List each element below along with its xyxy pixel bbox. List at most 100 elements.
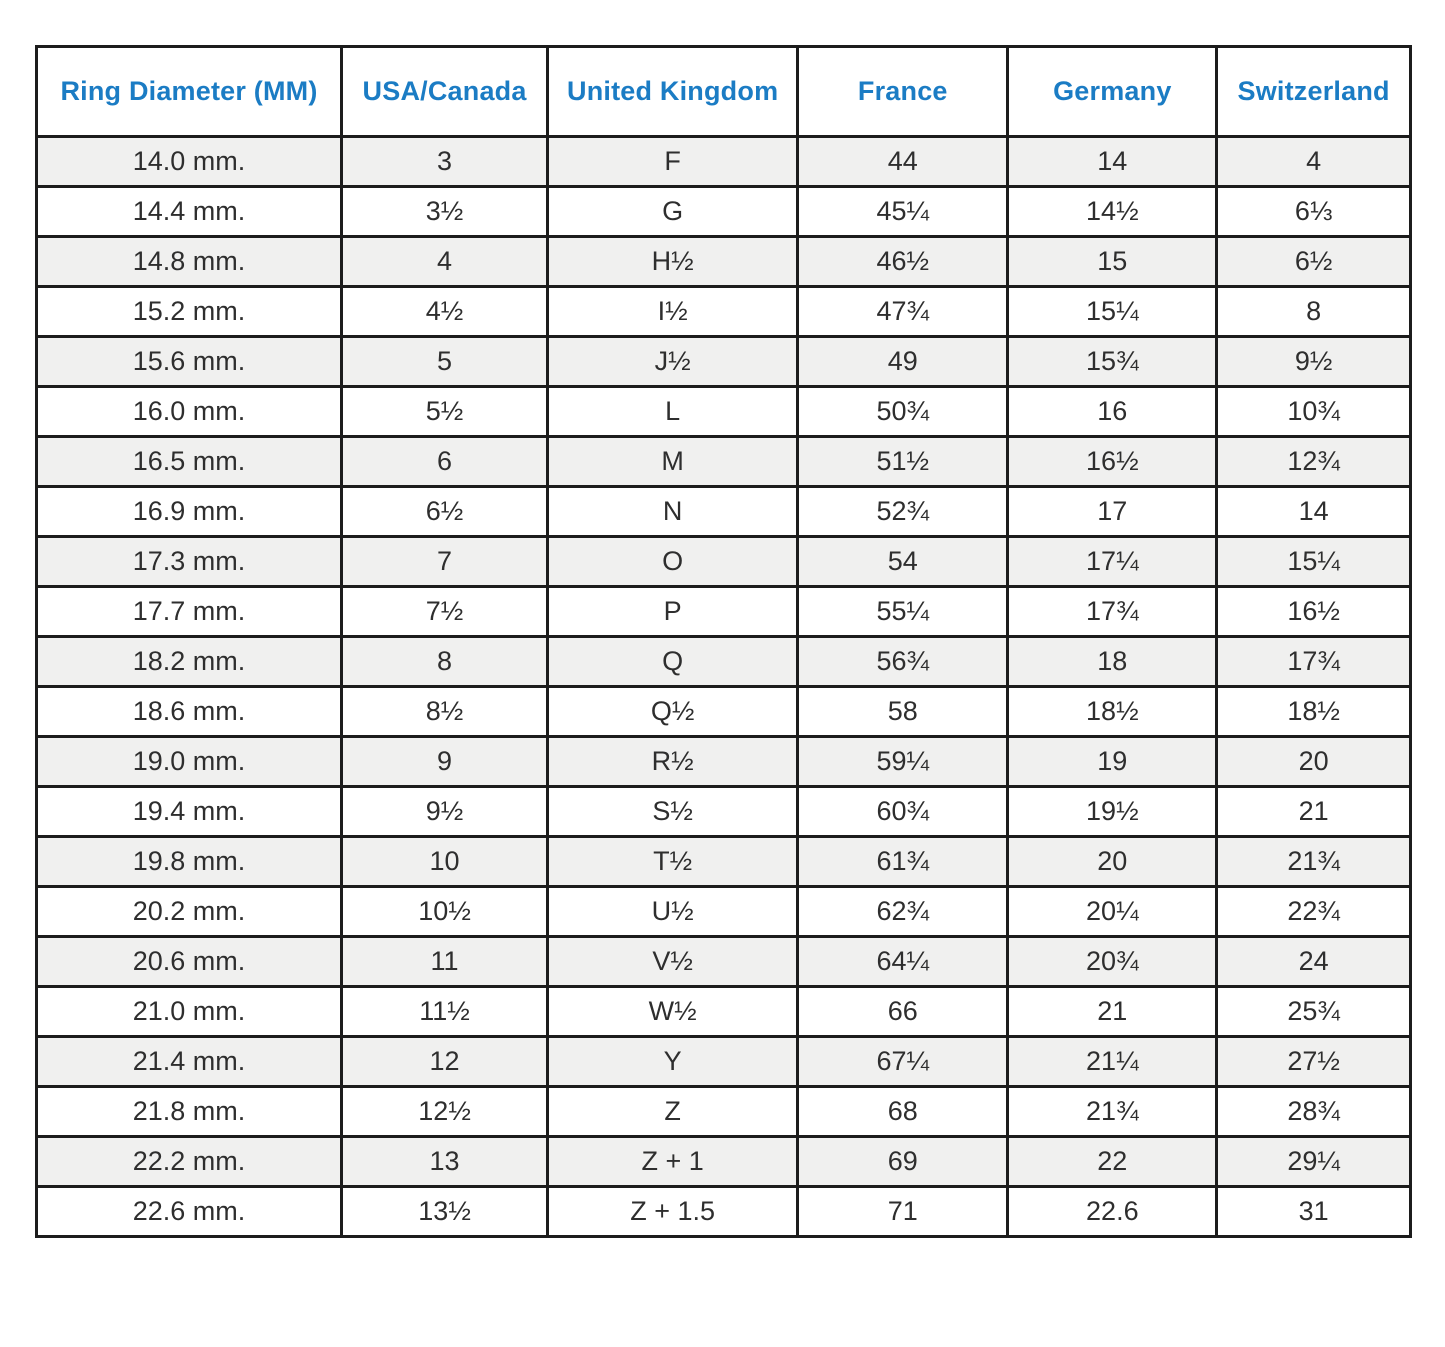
table-cell: 4½ <box>340 285 550 338</box>
table-row: 17.7 mm. 7½ P 55¼ 17¾ 16½ <box>34 585 1412 638</box>
table-cell: 14 <box>1006 135 1219 188</box>
table-cell: 8 <box>1215 285 1412 338</box>
column-header-germany: Germany <box>1006 45 1219 138</box>
table-cell: 18½ <box>1215 685 1412 738</box>
table-row: 19.4 mm. 9½ S½ 60¾ 19½ 21 <box>34 785 1412 838</box>
table-cell: 13 <box>340 1135 550 1188</box>
ring-size-conversion-table: Ring Diameter (MM) USA/Canada United Kin… <box>34 45 1412 1238</box>
table-cell: 52¾ <box>796 485 1010 538</box>
table-cell: 6 <box>340 435 550 488</box>
table-cell: 16 <box>1006 385 1219 438</box>
table-cell: T½ <box>546 835 800 888</box>
table-cell: 50¾ <box>796 385 1010 438</box>
table-cell: 12 <box>340 1035 550 1088</box>
table-cell: 44 <box>796 135 1010 188</box>
table-cell: 16.5 mm. <box>34 435 344 488</box>
table-cell: 62¾ <box>796 885 1010 938</box>
table-cell: V½ <box>546 935 800 988</box>
table-cell: Z + 1 <box>546 1135 800 1188</box>
table-cell: 6½ <box>1215 235 1412 288</box>
table-cell: Q <box>546 635 800 688</box>
table-cell: 11 <box>340 935 550 988</box>
table-cell: 15.6 mm. <box>34 335 344 388</box>
table-cell: 25¾ <box>1215 985 1412 1038</box>
table-cell: 18½ <box>1006 685 1219 738</box>
table-cell: 14 <box>1215 485 1412 538</box>
table-cell: 21.8 mm. <box>34 1085 344 1138</box>
table-cell: N <box>546 485 800 538</box>
table-row: 14.4 mm. 3½ G 45¼ 14½ 6⅓ <box>34 185 1412 238</box>
table-cell: 15 <box>1006 235 1219 288</box>
table-cell: 14.8 mm. <box>34 235 344 288</box>
table-cell: 11½ <box>340 985 550 1038</box>
table-cell: 14.0 mm. <box>34 135 344 188</box>
table-cell: 22.6 mm. <box>34 1185 344 1238</box>
table-cell: 20¼ <box>1006 885 1219 938</box>
table-cell: 45¼ <box>796 185 1010 238</box>
table-cell: 19.8 mm. <box>34 835 344 888</box>
table-cell: 18 <box>1006 635 1219 688</box>
table-cell: 49 <box>796 335 1010 388</box>
table-cell: 10¾ <box>1215 385 1412 438</box>
table-cell: 19.4 mm. <box>34 785 344 838</box>
table-cell: 15¼ <box>1215 535 1412 588</box>
table-cell: 20 <box>1215 735 1412 788</box>
table-row: 22.6 mm. 13½ Z + 1.5 71 22.6 31 <box>34 1185 1412 1238</box>
table-cell: 21¾ <box>1006 1085 1219 1138</box>
table-row: 18.2 mm. 8 Q 56¾ 18 17¾ <box>34 635 1412 688</box>
table-cell: 71 <box>796 1185 1010 1238</box>
table-cell: L <box>546 385 800 438</box>
table-cell: 17 <box>1006 485 1219 538</box>
table-row: 21.8 mm. 12½ Z 68 21¾ 28¾ <box>34 1085 1412 1138</box>
table-cell: 67¼ <box>796 1035 1010 1088</box>
table-cell: Z <box>546 1085 800 1138</box>
table-cell: 12¾ <box>1215 435 1412 488</box>
table-cell: 16.9 mm. <box>34 485 344 538</box>
table-body: 14.0 mm. 3 F 44 14 4 14.4 mm. 3½ G 45¼ 14½ 6⅓ 14.8 m… <box>34 135 1412 1238</box>
table-cell: 8 <box>340 635 550 688</box>
table-cell: 22.2 mm. <box>34 1135 344 1188</box>
table-cell: 17¾ <box>1006 585 1219 638</box>
column-header-united-kingdom: United Kingdom <box>546 45 800 138</box>
table-cell: 20 <box>1006 835 1219 888</box>
table-row: 16.0 mm. 5½ L 50¾ 16 10¾ <box>34 385 1412 438</box>
table-cell: 9 <box>340 735 550 788</box>
table-cell: 29¼ <box>1215 1135 1412 1188</box>
table-cell: 19.0 mm. <box>34 735 344 788</box>
table-cell: 15.2 mm. <box>34 285 344 338</box>
table-cell: 21 <box>1215 785 1412 838</box>
table-cell: S½ <box>546 785 800 838</box>
table-cell: 14½ <box>1006 185 1219 238</box>
table-cell: 19½ <box>1006 785 1219 838</box>
table-cell: U½ <box>546 885 800 938</box>
table-cell: 3½ <box>340 185 550 238</box>
table-cell: 22¾ <box>1215 885 1412 938</box>
table-cell: 56¾ <box>796 635 1010 688</box>
table-header-row: Ring Diameter (MM) USA/Canada United Kin… <box>34 45 1412 138</box>
table-cell: 20¾ <box>1006 935 1219 988</box>
column-header-usa-canada: USA/Canada <box>340 45 550 138</box>
table-cell: 3 <box>340 135 550 188</box>
table-cell: 5 <box>340 335 550 388</box>
table-cell: 54 <box>796 535 1010 588</box>
table-row: 15.6 mm. 5 J½ 49 15¾ 9½ <box>34 335 1412 388</box>
table-cell: 7 <box>340 535 550 588</box>
table-cell: 16½ <box>1006 435 1219 488</box>
column-header-switzerland: Switzerland <box>1215 45 1412 138</box>
table-cell: J½ <box>546 335 800 388</box>
table-cell: 22 <box>1006 1135 1219 1188</box>
table-cell: 68 <box>796 1085 1010 1138</box>
table-cell: 19 <box>1006 735 1219 788</box>
table-cell: 4 <box>1215 135 1412 188</box>
table-cell: 6½ <box>340 485 550 538</box>
table-cell: 7½ <box>340 585 550 638</box>
table-cell: 17¾ <box>1215 635 1412 688</box>
table-cell: 9½ <box>340 785 550 838</box>
table-cell: 64¼ <box>796 935 1010 988</box>
table-cell: 16½ <box>1215 585 1412 638</box>
table-row: 21.0 mm. 11½ W½ 66 21 25¾ <box>34 985 1412 1038</box>
table-row: 17.3 mm. 7 O 54 17¼ 15¼ <box>34 535 1412 588</box>
table-cell: 21¾ <box>1215 835 1412 888</box>
table-cell: 27½ <box>1215 1035 1412 1088</box>
